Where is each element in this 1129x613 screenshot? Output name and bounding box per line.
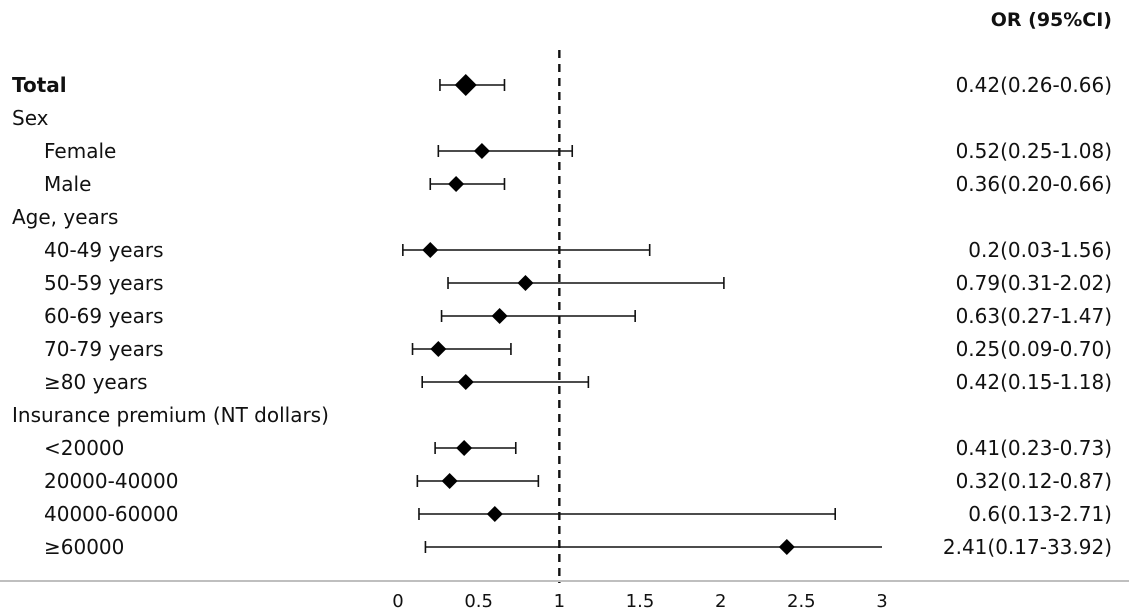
row-label: 70-79 years	[44, 337, 164, 361]
forest-row: Female 0.52(0.25-1.08)	[44, 139, 1112, 163]
or-point-marker	[473, 143, 490, 159]
or-value-label: 0.52(0.25-1.08)	[956, 139, 1112, 163]
or-point-marker	[457, 374, 474, 390]
forest-row: 50-59 years 0.79(0.31-2.02)	[44, 271, 1112, 295]
forest-row: Total 0.42(0.26-0.66)	[12, 73, 1112, 97]
row-label: Total	[12, 73, 67, 97]
or-value-label: 0.41(0.23-0.73)	[956, 436, 1112, 460]
row-label: ≥80 years	[44, 370, 148, 394]
x-tick-label: 2	[715, 591, 726, 612]
row-label: Male	[44, 172, 91, 196]
or-value-label: 0.32(0.12-0.87)	[956, 469, 1112, 493]
row-label: 60-69 years	[44, 304, 164, 328]
forest-row: Sex	[12, 106, 49, 130]
or-value-label: 0.63(0.27-1.47)	[956, 304, 1112, 328]
forest-row: <20000 0.41(0.23-0.73)	[44, 436, 1112, 460]
or-value-label: 0.2(0.03-1.56)	[968, 238, 1112, 262]
or-point-marker	[517, 275, 534, 291]
forest-row: Age, years	[12, 205, 118, 229]
or-value-label: 0.42(0.15-1.18)	[956, 370, 1112, 394]
forest-row: 20000-40000 0.32(0.12-0.87)	[44, 469, 1112, 493]
row-label: ≥60000	[44, 535, 124, 559]
x-tick-label: 1.5	[626, 591, 655, 612]
or-point-marker	[491, 308, 508, 324]
row-label: <20000	[44, 436, 124, 460]
row-label: 50-59 years	[44, 271, 164, 295]
x-tick-label: 0	[392, 591, 403, 612]
forest-row: 40-49 years 0.2(0.03-1.56)	[44, 238, 1112, 262]
row-label: Sex	[12, 106, 49, 130]
or-point-marker	[448, 176, 465, 192]
or-value-label: 0.25(0.09-0.70)	[956, 337, 1112, 361]
x-ticks: 0 0.5 1 1.5 2 2.5 3	[392, 591, 887, 612]
or-point-marker	[430, 341, 447, 357]
row-label: 20000-40000	[44, 469, 178, 493]
x-tick-label: 2.5	[787, 591, 816, 612]
or-point-marker	[456, 440, 473, 456]
forest-row: Insurance premium (NT dollars)	[12, 403, 329, 427]
rows-layer: Total 0.42(0.26-0.66) Sex Female 0.52(0.25-1…	[12, 73, 1112, 559]
x-tick-label: 1	[554, 591, 565, 612]
forest-row: ≥60000 2.41(0.17-33.92)	[44, 535, 1112, 559]
or-header: OR (95%CI)	[991, 9, 1112, 31]
x-tick-label: 0.5	[464, 591, 493, 612]
or-point-marker	[486, 506, 503, 522]
row-label: 40-49 years	[44, 238, 164, 262]
forest-row: 40000-60000 0.6(0.13-2.71)	[44, 502, 1112, 526]
x-tick-label: 3	[876, 591, 887, 612]
forest-row: Male 0.36(0.20-0.66)	[44, 172, 1112, 196]
row-label: Age, years	[12, 205, 118, 229]
or-point-marker	[454, 74, 477, 96]
or-point-marker	[422, 242, 439, 258]
or-point-marker	[441, 473, 458, 489]
forest-row: 70-79 years 0.25(0.09-0.70)	[44, 337, 1112, 361]
or-value-label: 0.42(0.26-0.66)	[956, 73, 1112, 97]
or-value-label: 0.79(0.31-2.02)	[956, 271, 1112, 295]
or-value-label: 0.36(0.20-0.66)	[956, 172, 1112, 196]
forest-row: 60-69 years 0.63(0.27-1.47)	[44, 304, 1112, 328]
row-label: 40000-60000	[44, 502, 178, 526]
or-point-marker	[778, 539, 795, 555]
row-label: Female	[44, 139, 116, 163]
or-value-label: 2.41(0.17-33.92)	[943, 535, 1112, 559]
or-value-label: 0.6(0.13-2.71)	[968, 502, 1112, 526]
row-label: Insurance premium (NT dollars)	[12, 403, 329, 427]
forest-row: ≥80 years 0.42(0.15-1.18)	[44, 370, 1112, 394]
